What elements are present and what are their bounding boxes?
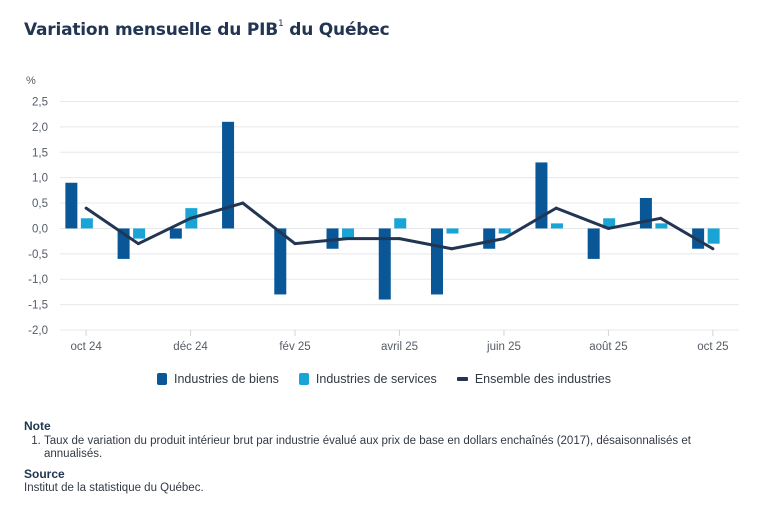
- legend-swatch-ensemble: [456, 377, 468, 381]
- y-tick-label: -0,5: [28, 249, 48, 261]
- x-tick-label: août 25: [589, 341, 627, 353]
- bar-biens[interactable]: [378, 228, 391, 300]
- note-list: Taux de variation du produit intérieur b…: [24, 435, 744, 461]
- bar-services[interactable]: [707, 228, 720, 244]
- note-item: Taux de variation du produit intérieur b…: [44, 435, 744, 461]
- y-axis-unit: %: [26, 75, 36, 87]
- legend-label: Industries de services: [315, 372, 437, 386]
- line-point[interactable]: [241, 201, 245, 205]
- bar-biens[interactable]: [639, 197, 652, 229]
- source-heading: Source: [24, 467, 65, 481]
- line-point[interactable]: [606, 226, 610, 230]
- bar-services[interactable]: [446, 228, 459, 234]
- line-point[interactable]: [554, 206, 558, 210]
- line-point[interactable]: [345, 237, 349, 241]
- bar-biens[interactable]: [535, 162, 548, 229]
- chart-area: % 2,5 2,0 1,5 1,0 0,5 0,0 -0,5 -1,0 -1,5 -2,0 oct…: [26, 75, 739, 353]
- bar-biens[interactable]: [483, 228, 496, 249]
- note-heading: Note: [24, 419, 51, 433]
- legend-item-services[interactable]: Industries de services: [298, 372, 437, 386]
- chart-title: Variation mensuelle du PIB1 du Québec: [24, 19, 390, 40]
- line-series: [84, 201, 715, 251]
- bar-services[interactable]: [603, 218, 616, 229]
- notes-section: Note Taux de variation du produit intéri…: [24, 419, 744, 494]
- source-text: Institut de la statistique du Québec.: [24, 482, 204, 494]
- line-point[interactable]: [293, 242, 297, 246]
- footnote-marker: 1: [277, 19, 284, 29]
- line-point[interactable]: [84, 206, 88, 210]
- line-point[interactable]: [659, 216, 663, 220]
- bar-services[interactable]: [394, 218, 407, 229]
- y-tick-label: 0,0: [32, 223, 48, 235]
- x-tick-label: déc 24: [173, 341, 208, 353]
- x-tick-label: juin 25: [486, 341, 521, 353]
- bar-services[interactable]: [498, 228, 511, 234]
- bar-services[interactable]: [133, 228, 146, 239]
- legend: Industries de biens Industries de servic…: [0, 372, 768, 386]
- bar-biens[interactable]: [169, 228, 182, 239]
- x-axis-ticks: oct 24 déc 24 fév 25 avril 25 juin 25 août 25…: [70, 330, 729, 353]
- x-tick-label: avril 25: [381, 341, 418, 353]
- bar-biens[interactable]: [65, 182, 78, 229]
- line-point[interactable]: [136, 242, 140, 246]
- y-tick-label: 2,0: [32, 122, 48, 134]
- bar-biens[interactable]: [430, 228, 443, 295]
- bar-biens[interactable]: [222, 121, 235, 229]
- y-tick-label: 1,5: [32, 147, 48, 159]
- x-tick-label: oct 24: [70, 341, 102, 353]
- line-point[interactable]: [189, 216, 193, 220]
- bar-biens[interactable]: [274, 228, 287, 295]
- title-suffix: du Québec: [289, 20, 390, 40]
- y-tick-label: 2,5: [32, 97, 48, 109]
- bar-biens[interactable]: [587, 228, 600, 259]
- title-text: Variation mensuelle du PIB: [24, 20, 278, 40]
- line-point[interactable]: [398, 237, 401, 241]
- bar-services[interactable]: [550, 223, 563, 229]
- bar-services[interactable]: [655, 223, 668, 229]
- y-axis-ticks: 2,5 2,0 1,5 1,0 0,5 0,0 -0,5 -1,0 -1,5 -2,0: [28, 97, 48, 338]
- y-tick-label: -1,0: [28, 274, 48, 286]
- x-tick-label: fév 25: [279, 341, 310, 353]
- legend-item-biens[interactable]: Industries de biens: [156, 372, 279, 386]
- line-point[interactable]: [450, 247, 454, 251]
- y-tick-label: 0,5: [32, 198, 48, 210]
- line-point[interactable]: [502, 237, 506, 241]
- bar-services[interactable]: [80, 218, 93, 229]
- legend-swatch-services: [298, 373, 309, 385]
- legend-label: Industries de biens: [173, 372, 279, 386]
- bars: [65, 121, 720, 300]
- bar-services[interactable]: [342, 228, 355, 239]
- legend-swatch-biens: [156, 373, 167, 385]
- y-tick-label: 1,0: [32, 173, 48, 185]
- x-tick-label: oct 25: [697, 341, 728, 353]
- gridlines: [60, 101, 739, 331]
- line-point[interactable]: [711, 247, 715, 251]
- legend-item-ensemble[interactable]: Ensemble des industries: [456, 372, 611, 386]
- y-tick-label: -1,5: [28, 300, 48, 312]
- y-tick-label: -2,0: [28, 325, 48, 337]
- legend-label: Ensemble des industries: [474, 372, 611, 386]
